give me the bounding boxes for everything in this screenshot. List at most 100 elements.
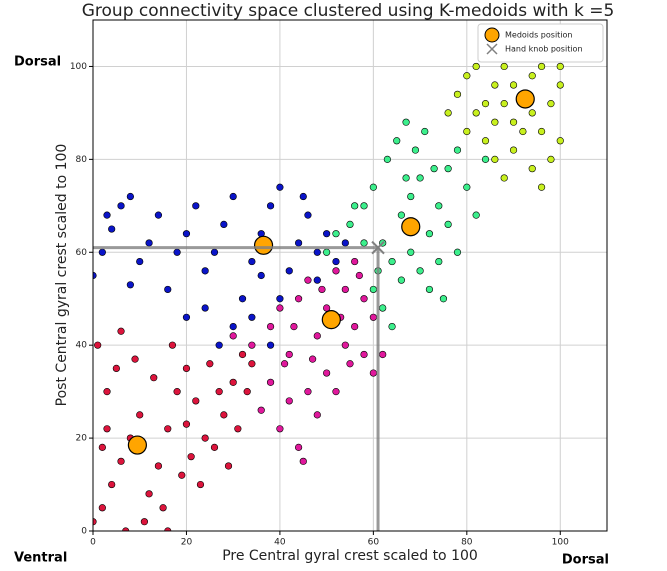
point bbox=[313, 332, 321, 340]
point bbox=[206, 360, 214, 368]
point bbox=[463, 127, 471, 136]
point bbox=[215, 388, 223, 396]
point bbox=[122, 527, 130, 531]
point bbox=[491, 155, 499, 163]
legend-label: Hand knob position bbox=[505, 45, 583, 54]
point bbox=[150, 374, 158, 382]
legend-marker bbox=[486, 43, 498, 55]
point bbox=[332, 230, 340, 238]
point bbox=[117, 202, 125, 210]
point bbox=[472, 211, 480, 219]
x-tick-label: 80 bbox=[461, 538, 473, 548]
point bbox=[98, 504, 106, 512]
point bbox=[509, 81, 518, 89]
point bbox=[351, 323, 359, 331]
point bbox=[509, 146, 518, 154]
point bbox=[210, 443, 219, 451]
annotation: Dorsal bbox=[562, 553, 609, 568]
point bbox=[435, 257, 443, 266]
point bbox=[341, 285, 349, 294]
point bbox=[136, 257, 144, 266]
point bbox=[234, 425, 242, 433]
point bbox=[229, 332, 237, 340]
point bbox=[397, 211, 406, 219]
x-tick-label: 20 bbox=[181, 538, 193, 548]
point bbox=[416, 267, 424, 275]
point bbox=[164, 425, 172, 433]
point bbox=[509, 118, 518, 126]
point bbox=[187, 453, 195, 461]
point bbox=[266, 378, 275, 386]
point bbox=[220, 411, 228, 419]
x-axis-label: Pre Central gyral crest scaled to 100 bbox=[222, 548, 478, 564]
hand-knob-marker bbox=[93, 240, 385, 531]
point bbox=[472, 109, 480, 117]
point bbox=[453, 90, 462, 98]
point bbox=[332, 257, 340, 266]
point bbox=[173, 248, 181, 256]
point bbox=[248, 257, 256, 266]
point bbox=[215, 341, 223, 349]
point bbox=[178, 471, 186, 479]
point bbox=[369, 369, 377, 377]
point bbox=[416, 174, 424, 182]
point bbox=[290, 323, 298, 331]
point bbox=[103, 388, 111, 396]
point bbox=[360, 295, 368, 303]
medoid bbox=[321, 310, 341, 330]
point bbox=[224, 462, 233, 470]
point bbox=[243, 388, 251, 396]
point bbox=[266, 341, 275, 349]
point bbox=[93, 271, 97, 280]
point bbox=[491, 81, 499, 89]
point bbox=[397, 276, 406, 284]
point bbox=[346, 220, 354, 228]
point bbox=[108, 225, 116, 233]
point bbox=[369, 285, 377, 294]
point bbox=[164, 527, 172, 531]
point bbox=[528, 109, 536, 117]
point bbox=[117, 327, 125, 335]
point bbox=[131, 355, 139, 363]
point bbox=[351, 202, 359, 210]
point bbox=[304, 276, 312, 284]
point bbox=[257, 406, 265, 414]
x-tick-label: 40 bbox=[274, 538, 286, 548]
point bbox=[182, 230, 191, 238]
y-tick-label: 100 bbox=[70, 62, 87, 72]
point bbox=[313, 411, 321, 419]
point bbox=[481, 100, 490, 108]
point bbox=[556, 137, 564, 145]
point bbox=[388, 257, 396, 266]
point bbox=[182, 313, 191, 321]
point bbox=[103, 425, 111, 433]
point bbox=[341, 239, 349, 247]
point bbox=[421, 127, 429, 136]
y-tick-label: 60 bbox=[76, 248, 88, 258]
point bbox=[126, 192, 134, 201]
legend-label: Medoids position bbox=[505, 31, 573, 40]
point bbox=[430, 165, 438, 173]
point bbox=[154, 211, 163, 219]
point bbox=[94, 341, 102, 349]
point bbox=[210, 248, 219, 256]
point bbox=[360, 239, 368, 247]
point bbox=[547, 155, 555, 163]
point bbox=[556, 81, 564, 89]
point bbox=[238, 295, 247, 303]
point bbox=[285, 350, 293, 359]
point bbox=[295, 443, 303, 451]
point bbox=[556, 62, 564, 71]
point bbox=[500, 100, 508, 108]
y-tick-label: 20 bbox=[76, 434, 88, 444]
point bbox=[388, 323, 396, 331]
point bbox=[383, 155, 391, 163]
point bbox=[332, 388, 340, 396]
point bbox=[519, 127, 527, 136]
annotation: Dorsal bbox=[14, 55, 61, 70]
point bbox=[537, 62, 546, 71]
legend-box bbox=[477, 23, 604, 63]
point bbox=[164, 285, 172, 294]
point bbox=[453, 248, 462, 256]
medoid bbox=[253, 235, 274, 255]
